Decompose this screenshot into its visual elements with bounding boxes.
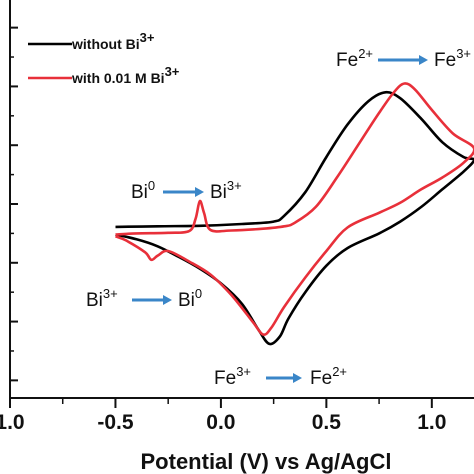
series-line-without-bi — [115, 90, 474, 346]
x-tick-label: -0.5 — [97, 411, 134, 434]
x-tick-label: 0.5 — [312, 411, 342, 434]
axes: 1.0 -0.5 0.0 0.5 1.0 — [0, 0, 474, 434]
x-tick-label: 0.0 — [206, 411, 235, 434]
series-layer — [115, 82, 474, 346]
reaction-from: Bi0 — [131, 178, 155, 203]
arrow-head — [163, 295, 172, 305]
reaction-annotation: Bi3+ Bi0 — [86, 286, 202, 311]
reaction-from: Fe3+ — [214, 364, 251, 389]
arrow-head — [195, 187, 204, 197]
reaction-from: Bi3+ — [86, 286, 118, 311]
legend: without Bi3+ with 0.01 M Bi3+ — [28, 30, 180, 86]
arrow-head — [419, 55, 428, 65]
reaction-annotation: Bi0 Bi3+ — [131, 178, 242, 203]
reaction-from: Fe2+ — [336, 46, 373, 71]
legend-label: with 0.01 M Bi3+ — [71, 64, 180, 86]
annotations: Fe2+ Fe3+ Bi0 Bi3+ Bi3+ Bi0 Fe3+ Fe2+ — [86, 46, 471, 389]
arrow-head — [293, 373, 302, 383]
reaction-to: Bi0 — [178, 286, 202, 311]
series-line-with-bi — [115, 82, 474, 336]
reaction-annotation: Fe3+ Fe2+ — [214, 364, 347, 389]
reaction-annotation: Fe2+ Fe3+ — [336, 46, 471, 71]
legend-label: without Bi3+ — [71, 30, 155, 52]
x-tick-label: 1.0 — [0, 411, 25, 434]
x-axis-label: Potential (V) vs Ag/AgCl — [141, 449, 392, 474]
reaction-to: Fe2+ — [310, 364, 347, 389]
x-tick-label: 1.0 — [417, 411, 446, 434]
reaction-to: Bi3+ — [210, 178, 242, 203]
reaction-to: Fe3+ — [434, 46, 471, 71]
